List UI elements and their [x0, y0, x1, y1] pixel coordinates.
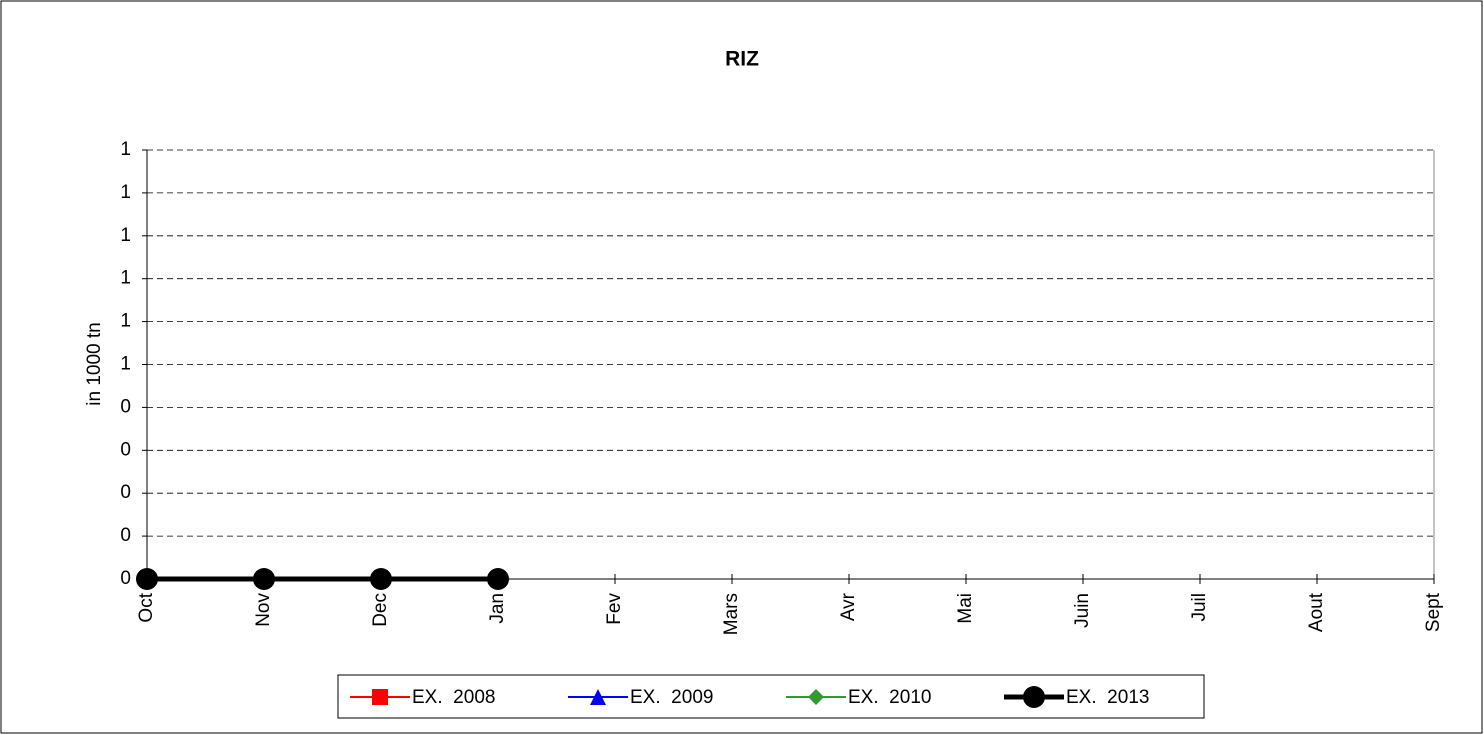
x-tick-label: Juin [1072, 593, 1093, 628]
y-tick-label: 1 [120, 311, 131, 332]
y-tick-label: 0 [120, 396, 131, 417]
y-tick-label: 1 [120, 225, 131, 246]
marker [253, 568, 275, 590]
legend-label: EX. 2009 [630, 687, 713, 708]
x-tick-label: Sept [1423, 592, 1444, 632]
x-tick-label: Fev [604, 593, 625, 625]
y-tick-label: 1 [120, 139, 131, 160]
x-tick-label: Dec [370, 593, 391, 627]
chart-title: RIZ [725, 48, 759, 71]
legend-marker [372, 689, 388, 705]
x-tick-label: Juil [1189, 593, 1210, 622]
marker [487, 568, 509, 590]
x-tick-label: Mars [721, 593, 742, 635]
y-tick-label: 1 [120, 354, 131, 375]
x-tick-label: Oct [136, 592, 157, 622]
x-tick-label: Avr [838, 592, 859, 621]
legend: EX. 2008 EX. 2009 EX. 2010 EX. 2013 [337, 674, 1205, 719]
x-tick-label: Mai [955, 593, 976, 624]
x-tick-label: Aout [1306, 592, 1327, 632]
y-tick-label: 0 [120, 482, 131, 503]
y-tick-label: 1 [120, 268, 131, 289]
y-tick-label: 0 [120, 525, 131, 546]
legend-label: EX. 2013 [1066, 687, 1149, 708]
legend-label: EX. 2010 [848, 687, 931, 708]
legend-marker [590, 689, 606, 705]
y-tick-label: 0 [120, 568, 131, 589]
legend-marker [808, 689, 824, 705]
y-tick-label: 0 [120, 439, 131, 460]
y-tick-label: 1 [120, 182, 131, 203]
y-axis-label: in 1000 tn [84, 322, 105, 405]
legend-label: EX. 2008 [412, 687, 495, 708]
x-tick-label: Nov [253, 593, 274, 627]
legend-marker [1023, 686, 1045, 708]
marker [136, 568, 158, 590]
marker [370, 568, 392, 590]
x-tick-label: Jan [487, 593, 508, 624]
